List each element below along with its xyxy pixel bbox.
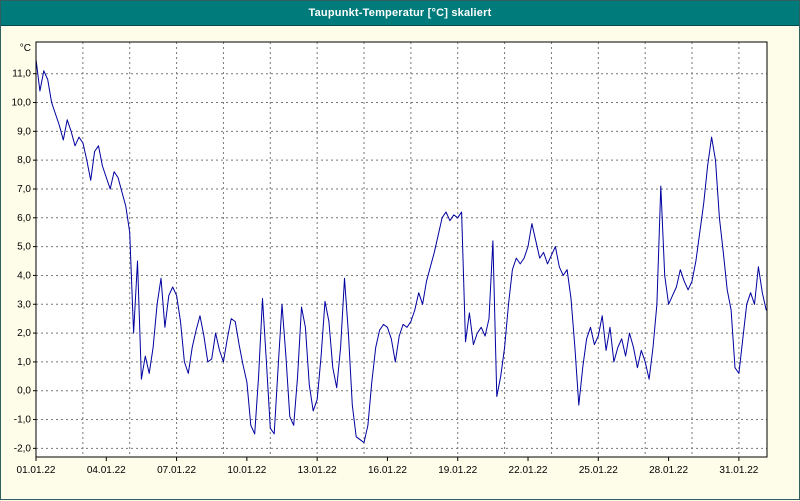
y-tick-label: -1,0 xyxy=(14,415,32,426)
y-tick-label: 9,0 xyxy=(17,126,31,137)
x-tick-label: 04.01.22 xyxy=(87,465,126,476)
y-tick-label: 0,0 xyxy=(17,386,31,397)
y-tick-label: 7,0 xyxy=(17,184,31,195)
plot-border xyxy=(35,41,768,458)
dewpoint-line xyxy=(35,58,767,444)
y-tick-label: 2,0 xyxy=(17,328,31,339)
y-tick-label: 8,0 xyxy=(17,155,31,166)
y-tick-label: -2,0 xyxy=(14,443,32,454)
chart-title-bar: Taupunkt-Temperatur [°C] skaliert xyxy=(1,1,799,26)
chart-canvas: 11,0 10,0 9,0 8,0 7,0 6,0 5,0 4,0 3,0 2,0 1,0 0,0 -1… xyxy=(12,41,768,476)
x-tick-label: 13.01.22 xyxy=(298,465,337,476)
x-tick-label: 19.01.22 xyxy=(438,465,477,476)
x-tick-label: 01.01.22 xyxy=(17,465,56,476)
y-tick-label: 4,0 xyxy=(17,270,31,281)
y-tick-label: 1,0 xyxy=(17,357,31,368)
chart-title: Taupunkt-Temperatur [°C] skaliert xyxy=(308,7,492,19)
y-tick-label: 10,0 xyxy=(12,98,32,109)
x-tick-label: 31.01.22 xyxy=(719,465,758,476)
y-tick-label: 6,0 xyxy=(17,213,31,224)
y-tick-label: 11,0 xyxy=(12,69,31,80)
plot-area xyxy=(36,42,767,457)
x-tick-label: 22.01.22 xyxy=(509,465,548,476)
x-tick-label: 07.01.22 xyxy=(157,465,196,476)
y-tick-label: 5,0 xyxy=(17,242,31,253)
x-tick-label: 16.01.22 xyxy=(368,465,407,476)
y-axis-unit-label: °C xyxy=(20,43,31,54)
y-tick-label: 3,0 xyxy=(17,299,31,310)
x-tick-label: 10.01.22 xyxy=(227,465,266,476)
x-tick-label: 28.01.22 xyxy=(649,465,688,476)
x-tick-label: 25.01.22 xyxy=(579,465,618,476)
